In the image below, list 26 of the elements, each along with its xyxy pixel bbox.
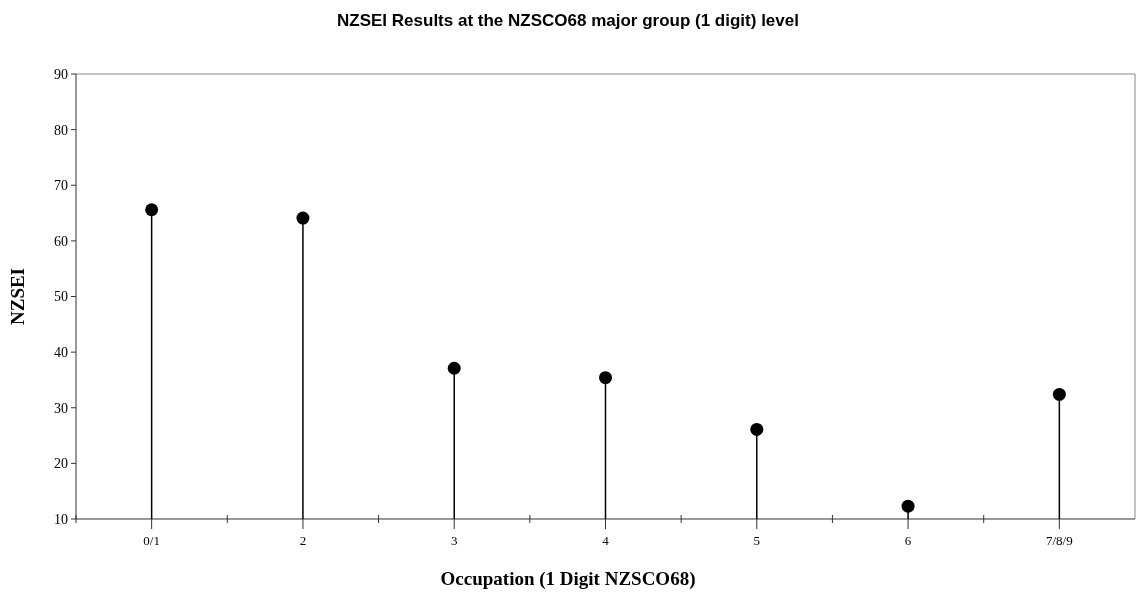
x-axis-title: Occupation (1 Digit NZSCO68): [440, 568, 696, 590]
y-tick-label: 40: [54, 345, 68, 361]
point: [1052, 387, 1066, 401]
x-tick-label: 6: [904, 533, 912, 548]
point: [145, 203, 159, 217]
point: [296, 211, 310, 225]
chart-title: NZSEI Results at the NZSCO68 major group (1 digit) level: [337, 11, 799, 30]
x-tick-label: 2: [299, 533, 307, 548]
point: [901, 499, 915, 513]
point: [599, 371, 612, 385]
x-tick-label: 3: [450, 533, 458, 548]
x-tick-label: 0/1: [143, 533, 160, 548]
y-tick-label: 50: [54, 289, 68, 305]
y-tick-label: 70: [54, 178, 68, 194]
x-tick-label: 5: [753, 533, 761, 548]
y-axis-title: NZSEI: [7, 267, 28, 326]
y-tick-label: 30: [54, 400, 68, 416]
x-tick-label: 7/8/9: [1045, 533, 1073, 548]
y-tick-label: 60: [54, 233, 68, 249]
x-tick-label: 4: [602, 533, 610, 548]
point: [750, 422, 764, 436]
y-tick-label: 90: [54, 66, 68, 82]
y-tick-label: 80: [54, 122, 68, 138]
point: [447, 361, 461, 375]
y-tick-label: 20: [54, 456, 68, 472]
y-tick-label: 10: [54, 511, 68, 527]
